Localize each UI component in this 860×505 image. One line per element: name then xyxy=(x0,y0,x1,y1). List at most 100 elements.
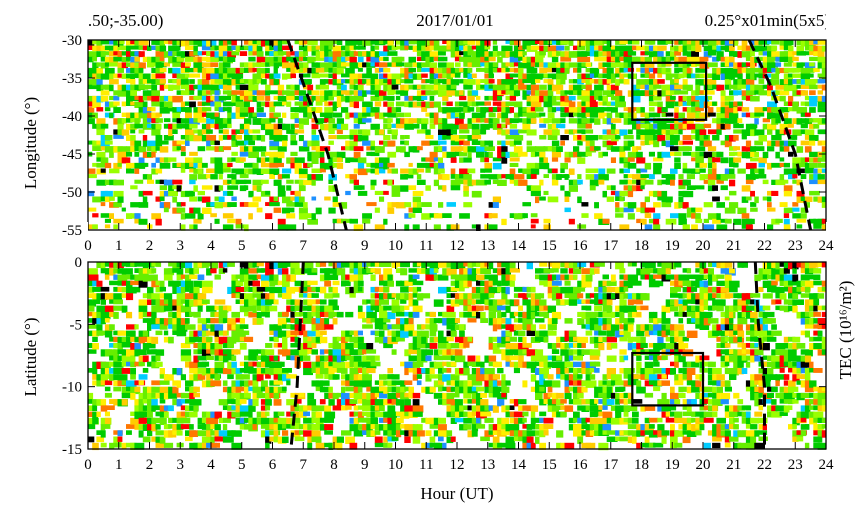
tec-cell xyxy=(126,213,133,219)
tec-cell xyxy=(543,45,549,52)
tec-cell xyxy=(560,56,572,62)
tec-cell xyxy=(408,293,414,300)
tec-cell xyxy=(218,355,223,362)
tec-cell xyxy=(438,202,444,208)
tec-cell xyxy=(256,107,264,113)
tec-cell xyxy=(231,355,237,361)
tec-cell xyxy=(467,280,472,287)
tec-cell xyxy=(286,202,296,207)
tec-cell xyxy=(151,436,160,442)
tec-cell xyxy=(492,361,502,368)
tec-cell xyxy=(480,262,488,270)
tec-cell xyxy=(488,355,497,362)
tec-cell xyxy=(699,162,708,168)
tec-cell xyxy=(260,268,270,273)
tec-cell xyxy=(349,129,358,136)
tec-cell xyxy=(438,355,446,360)
tec-cell xyxy=(454,51,462,57)
tec-cell xyxy=(488,202,493,208)
tec-cell xyxy=(104,224,111,229)
tec-cell xyxy=(117,430,123,437)
tec-cell xyxy=(332,293,340,298)
tec-cell xyxy=(96,107,104,112)
tec-cell xyxy=(653,202,661,208)
tec-cell xyxy=(235,73,244,79)
tec-cell xyxy=(239,95,246,100)
tec-cell xyxy=(488,151,493,158)
tec-cell xyxy=(96,79,103,86)
tec-cell xyxy=(193,386,200,393)
tec-cell xyxy=(518,151,528,157)
tec-cell xyxy=(450,405,458,412)
tec-cell xyxy=(319,386,325,393)
tec-cell xyxy=(433,336,439,343)
tec-cell xyxy=(260,274,270,282)
tec-cell xyxy=(332,45,343,53)
tec-cell xyxy=(606,112,613,119)
tec-cell xyxy=(159,386,169,394)
tec-cell xyxy=(248,190,254,198)
tec-cell xyxy=(589,73,597,78)
tec-cell xyxy=(353,40,360,45)
tec-cell xyxy=(387,374,394,379)
tec-cell xyxy=(395,318,403,326)
tec-cell xyxy=(96,324,103,331)
tec-cell xyxy=(509,151,521,158)
tec-cell xyxy=(564,207,571,213)
tec-cell xyxy=(678,90,689,95)
tec-cell xyxy=(792,51,798,56)
tec-cell xyxy=(484,95,490,101)
tec-cell xyxy=(185,157,194,164)
tec-cell xyxy=(130,280,141,286)
tec-cell xyxy=(231,361,237,368)
tec-cell xyxy=(180,343,191,349)
tec-cell xyxy=(159,101,167,108)
tec-cell xyxy=(543,73,550,78)
tec-cell xyxy=(750,84,756,91)
tec-cell xyxy=(610,79,617,84)
tec-cell xyxy=(370,107,380,113)
tec-cell xyxy=(159,392,168,400)
tec-cell xyxy=(349,343,354,350)
tec-cell xyxy=(509,51,518,57)
tec-cell xyxy=(438,430,448,438)
tec-cell xyxy=(724,95,734,101)
tec-cell xyxy=(745,218,755,225)
tec-cell xyxy=(809,123,815,129)
tec-cell xyxy=(623,146,631,151)
tec-cell xyxy=(589,67,600,75)
tec-cell xyxy=(239,318,245,324)
tec-cell xyxy=(353,45,361,50)
tec-cell xyxy=(185,299,193,307)
tec-cell xyxy=(400,386,407,393)
tec-cell xyxy=(319,95,328,102)
tec-cell xyxy=(421,118,429,125)
tec-cell xyxy=(185,140,190,146)
tec-cell xyxy=(598,40,606,44)
tec-cell xyxy=(712,45,719,50)
tec-cell xyxy=(235,368,242,374)
tec-cell xyxy=(454,411,461,419)
tec-cell xyxy=(332,286,338,294)
tec-cell xyxy=(307,45,314,52)
tec-cell xyxy=(151,162,156,168)
tec-cell xyxy=(416,324,425,330)
tec-cell xyxy=(400,168,410,174)
tec-cell xyxy=(535,107,544,112)
tec-cell xyxy=(88,368,93,373)
tec-cell xyxy=(678,140,684,146)
tec-cell xyxy=(244,123,250,130)
tec-cell xyxy=(767,162,772,170)
tec-cell xyxy=(657,129,663,136)
tec-cell xyxy=(311,90,320,96)
tec-cell xyxy=(357,73,364,79)
tec-cell xyxy=(332,405,342,411)
tec-cell xyxy=(319,51,327,58)
tec-cell xyxy=(210,417,218,425)
tec-cell xyxy=(362,349,367,355)
tec-cell xyxy=(130,67,135,74)
tec-cell xyxy=(412,286,418,294)
tec-cell xyxy=(244,424,250,430)
tec-cell xyxy=(172,45,181,51)
